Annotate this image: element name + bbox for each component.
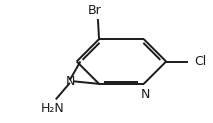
Text: N: N: [141, 88, 151, 101]
Text: H₂N: H₂N: [40, 102, 64, 115]
Text: Br: Br: [88, 4, 102, 17]
Text: Cl: Cl: [194, 55, 206, 68]
Text: N: N: [66, 75, 75, 88]
